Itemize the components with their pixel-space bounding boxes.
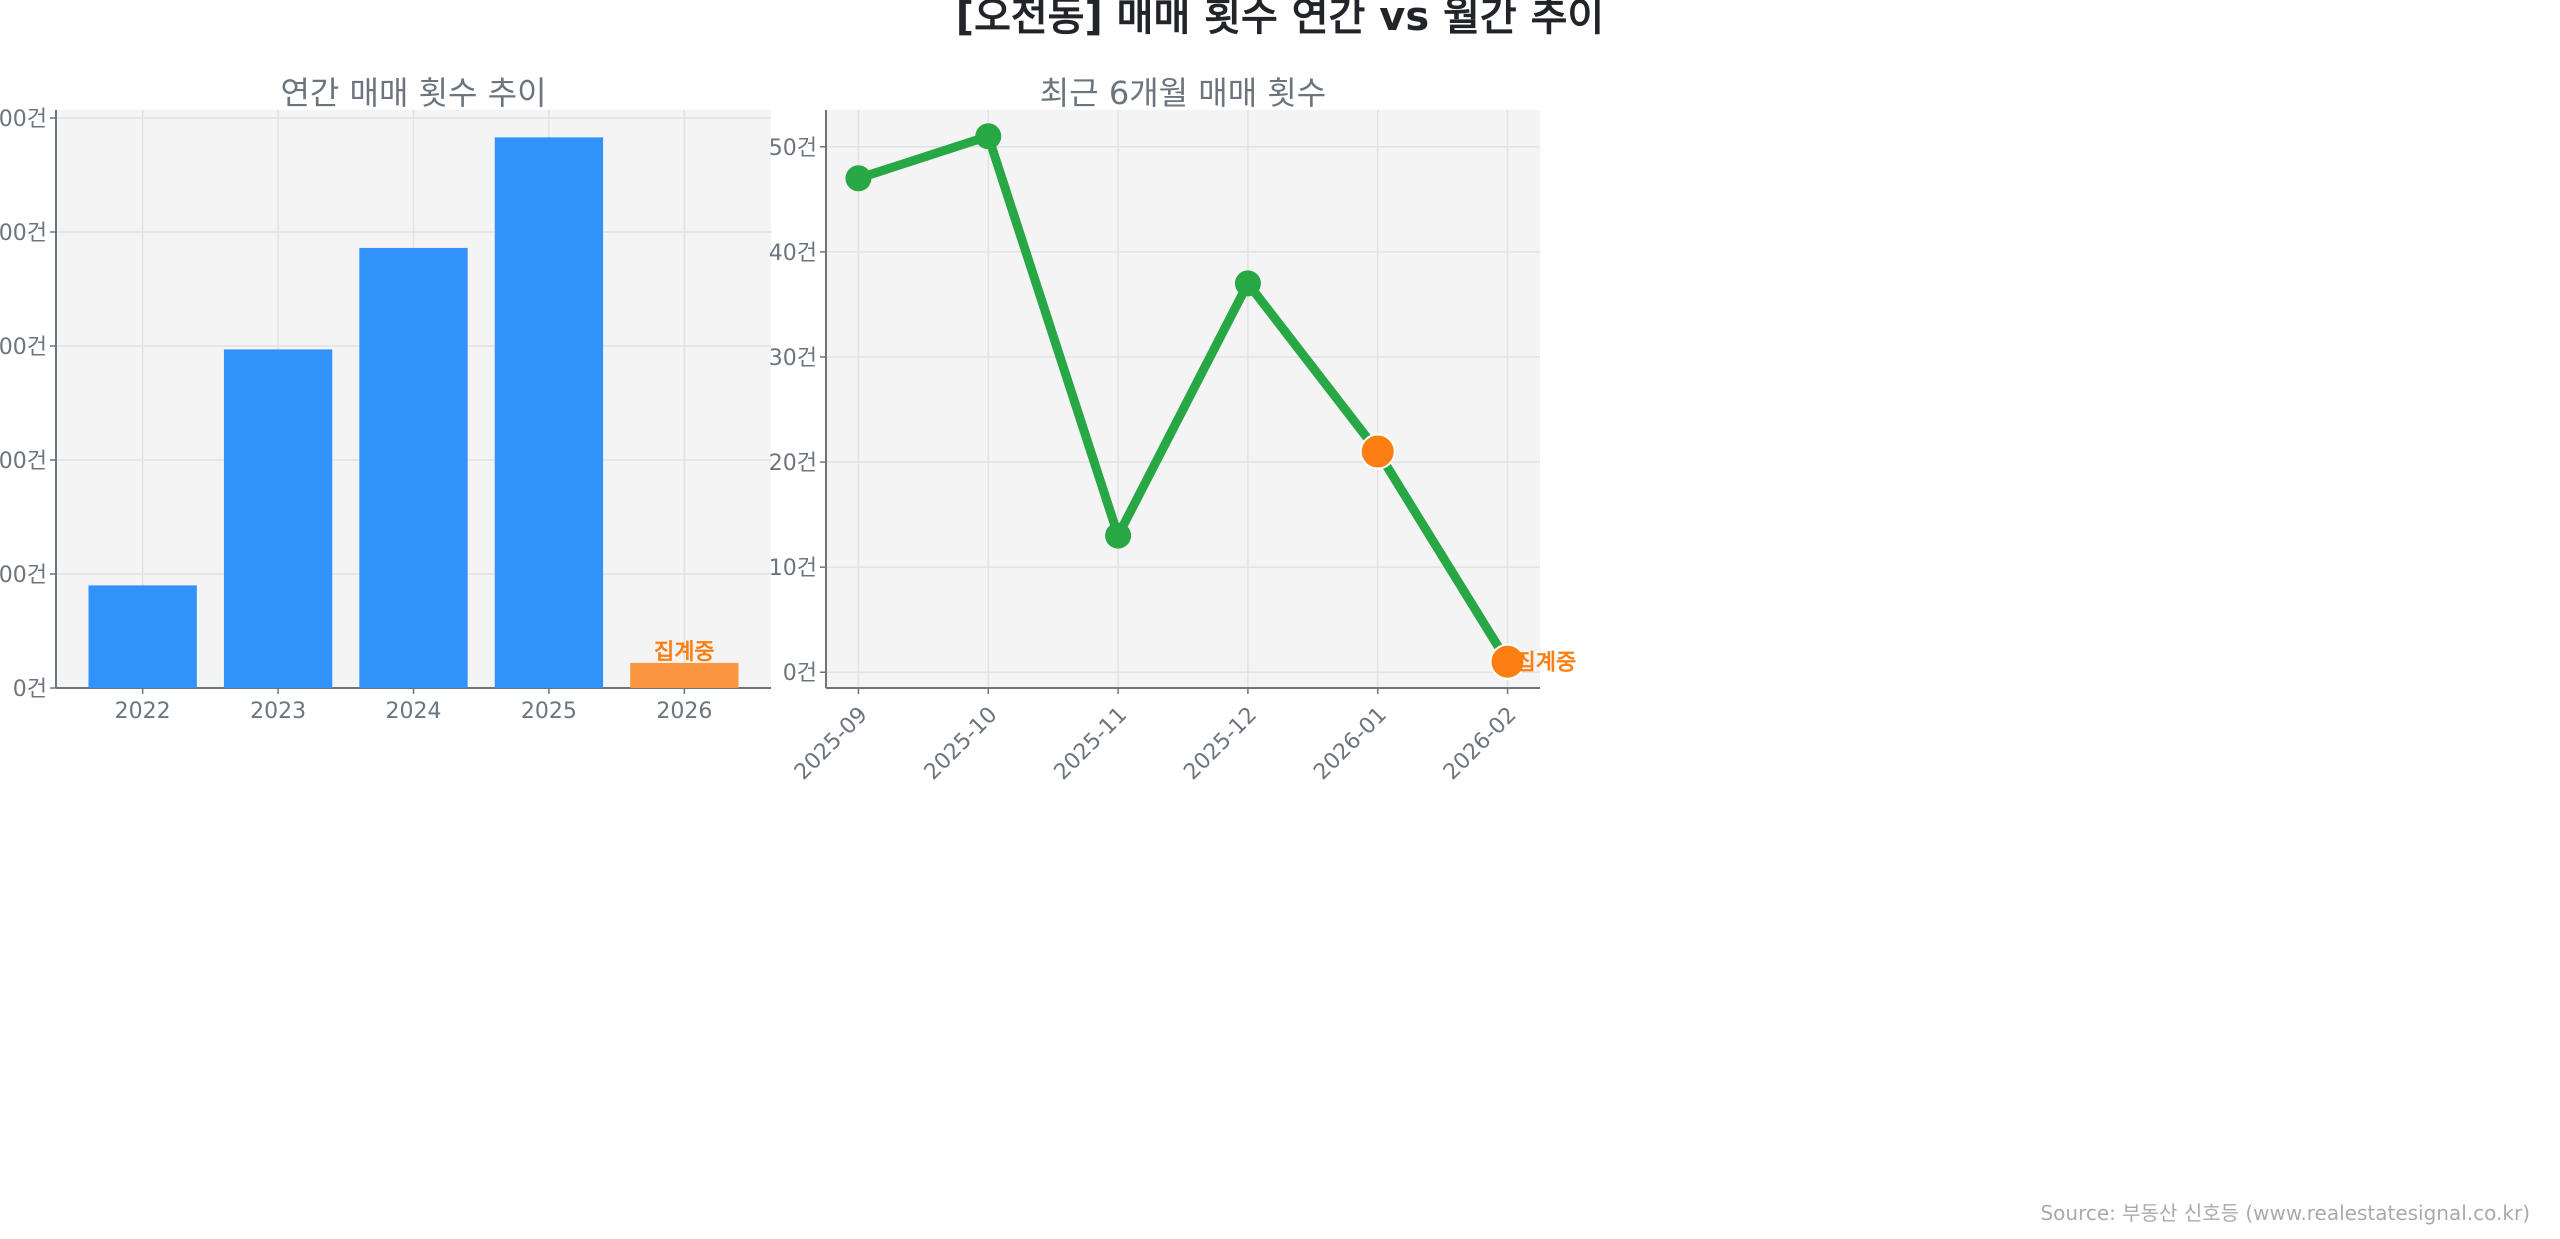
x-tick-label: 2025 [521, 699, 577, 724]
plot-background [826, 110, 1540, 688]
series-line [857, 131, 1512, 665]
y-tick-label: 0건 [13, 677, 47, 702]
x-tick-label: 2026-01 [1309, 702, 1392, 785]
data-point [1105, 522, 1132, 549]
x-tick-label: 2023 [250, 699, 306, 724]
bar [359, 247, 468, 689]
y-tick-label: 300건 [0, 335, 47, 360]
data-point [1234, 270, 1261, 297]
x-tick-label: 2025-10 [920, 702, 1003, 785]
x-tick-label: 2025-12 [1179, 702, 1262, 785]
partial-label: 집계중 [654, 640, 715, 665]
subplot-title: 최근 6개월 매매 횟수 [1040, 74, 1326, 112]
data-point [975, 123, 1002, 150]
y-tick-label: 500건 [0, 107, 47, 132]
monthly-line-chart: 0건 10건 20건 30건 40건 50건 최근 6개월 매매 횟수 2025-09 2025… [769, 74, 1577, 785]
partial-label: 집계중 [1516, 651, 1577, 676]
y-tick-label: 10건 [769, 556, 817, 581]
bar [88, 585, 197, 688]
x-tick-label: 2022 [115, 699, 171, 724]
figure-title: [오전동] 매매 횟수 연간 vs 월간 추이 [956, 0, 1604, 40]
x-tick-label: 2024 [386, 699, 442, 724]
y-tick-label: 20건 [769, 451, 817, 476]
bar [223, 349, 333, 688]
y-tick-label: 40건 [769, 241, 817, 266]
partial-point [1359, 433, 1396, 470]
y-tick-label: 0건 [783, 661, 817, 686]
annual-bar-chart: 0건 100건 200건 300건 400건 500건 연간 매매 횟수 추이 2022 202… [0, 74, 771, 724]
data-point [845, 165, 872, 192]
subplot-title: 연간 매매 횟수 추이 [280, 74, 546, 112]
y-tick-label: 30건 [769, 346, 817, 371]
x-tick-label: 2025-11 [1050, 702, 1133, 785]
bar [630, 662, 739, 688]
bar [494, 137, 604, 688]
y-tick-label: 50건 [769, 136, 817, 161]
y-tick-label: 100건 [0, 563, 47, 588]
x-tick-label: 2025-09 [790, 702, 873, 785]
source-note: Source: 부동산 신호등 (www.realestatesignal.co… [2040, 1201, 2530, 1225]
partial-point [1489, 643, 1526, 680]
x-tick-label: 2026-02 [1439, 702, 1522, 785]
y-tick-label: 400건 [0, 221, 47, 246]
x-tick-label: 2026 [656, 699, 712, 724]
y-tick-label: 200건 [0, 449, 47, 474]
